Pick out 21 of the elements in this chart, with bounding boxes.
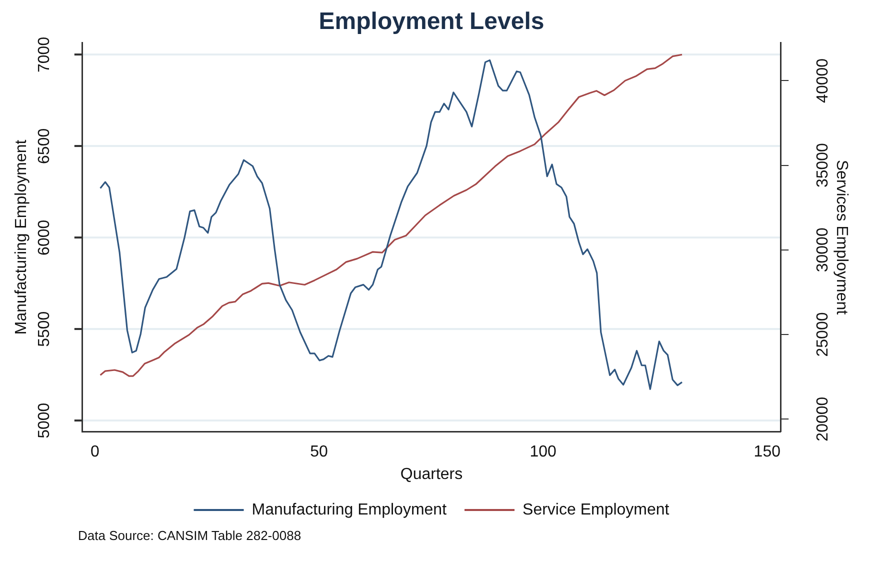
legend-label: Service Employment xyxy=(522,501,670,518)
x-tick-label: 0 xyxy=(90,444,100,461)
y-tick-label: 5500 xyxy=(36,311,54,347)
chart-title: Employment Levels xyxy=(318,8,544,36)
y-axis-title: Manufacturing Employment xyxy=(13,139,30,335)
source-note: Data Source: CANSIM Table 282-0088 xyxy=(78,528,302,543)
y2-tick-label: 20000 xyxy=(814,396,832,442)
y-tick-label: 7000 xyxy=(36,36,54,72)
y2-axis-title: Services Employment xyxy=(832,160,850,316)
y2-tick-label: 30000 xyxy=(814,228,832,272)
legend-label: Manufacturing Employment xyxy=(252,501,448,518)
y2-tick-label: 25000 xyxy=(814,312,832,357)
x-tick-label: 50 xyxy=(310,444,328,461)
y2-tick-label: 40000 xyxy=(814,58,832,103)
x-tick-label: 100 xyxy=(530,444,557,461)
y-tick-label: 6000 xyxy=(36,220,54,256)
y-tick-label: 5000 xyxy=(36,402,54,438)
y-tick-label: 6500 xyxy=(36,128,54,164)
x-tick-label: 150 xyxy=(754,444,781,461)
y2-tick-label: 35000 xyxy=(814,142,832,188)
x-axis-title: Quarters xyxy=(400,466,463,483)
